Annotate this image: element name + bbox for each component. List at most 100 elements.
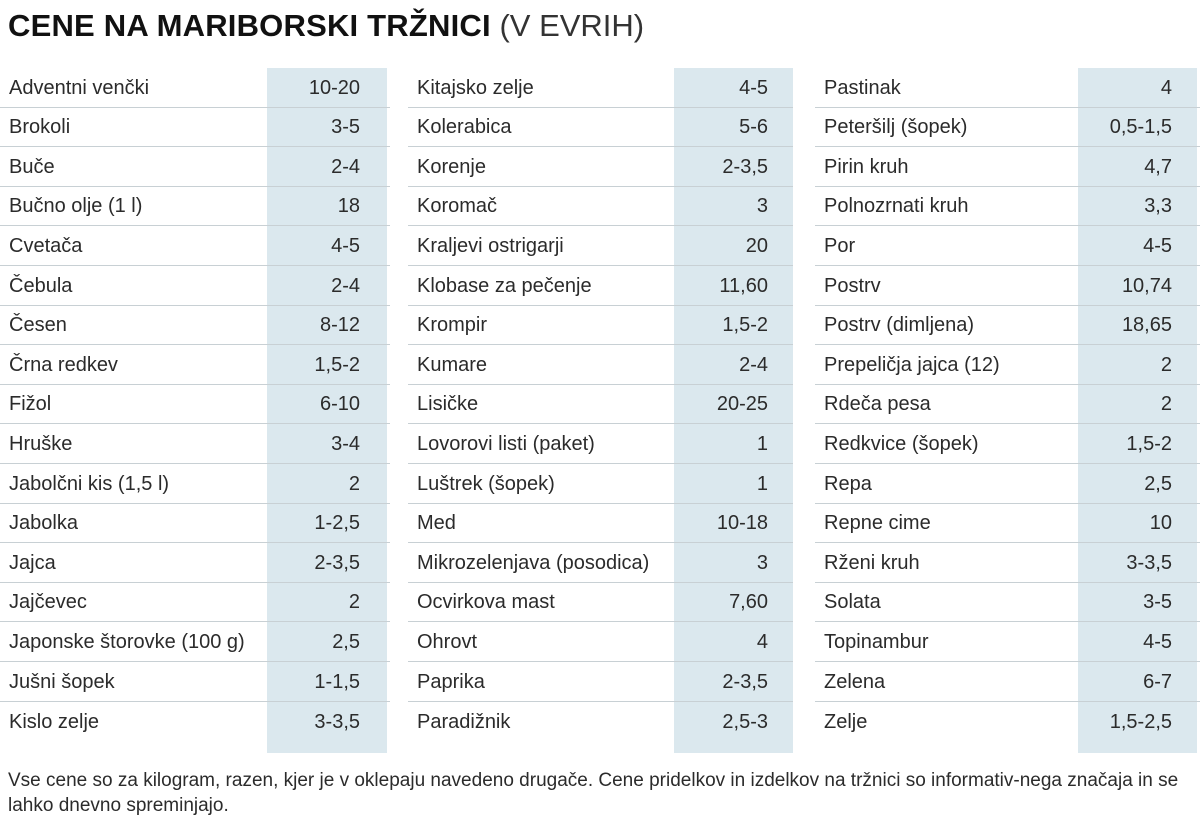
table-row: Ohrovt 4 [408, 622, 793, 662]
item-price: 4-5 [739, 76, 768, 99]
item-price: 2 [1160, 393, 1172, 416]
item-price: 1-2,5 [314, 512, 360, 535]
table-row: Repa 2,5 [815, 464, 1200, 504]
item-name: Jušni šopek [9, 670, 115, 693]
item-price: 10-20 [308, 76, 360, 99]
table-row: Jajca 2-3,5 [0, 543, 390, 583]
item-name: Mikrozelenjava (posodica) [417, 551, 650, 574]
item-name: Repne cime [824, 512, 931, 535]
table-row: Kraljevi ostrigarji 20 [408, 226, 793, 266]
item-name: Kitajsko zelje [417, 76, 534, 99]
item-name: Japonske štorovke (100 g) [9, 630, 245, 653]
item-name: Postrv (dimljena) [824, 314, 975, 337]
item-name: Hruške [9, 432, 73, 455]
table-row: Adventni venčki 10-20 [0, 68, 390, 108]
table-row: Buče 2-4 [0, 147, 390, 187]
item-name: Fižol [9, 393, 52, 416]
item-price: 3-5 [331, 116, 360, 139]
item-name: Krompir [417, 314, 488, 337]
item-name: Korenje [417, 155, 486, 178]
item-name: Kumare [417, 353, 488, 376]
item-name: Klobase za pečenje [417, 274, 592, 297]
table-row: Zelje 1,5-2,5 [815, 702, 1200, 742]
item-name: Zelje [824, 711, 868, 734]
item-price: 2 [1160, 353, 1172, 376]
item-price: 3 [756, 551, 768, 574]
table-row: Redkvice (šopek) 1,5-2 [815, 424, 1200, 464]
item-name: Postrv [824, 274, 881, 297]
item-name: Ohrovt [417, 630, 478, 653]
item-name: Adventni venčki [9, 76, 150, 99]
item-name: Paprika [417, 670, 485, 693]
table-row: Čebula 2-4 [0, 266, 390, 306]
table-row: Paprika 2-3,5 [408, 662, 793, 702]
item-price: 1,5-2 [1126, 432, 1172, 455]
price-column-1: Adventni venčki 10-20 Brokoli 3-5 Buče 2-4 Buč… [0, 68, 390, 753]
item-name: Kislo zelje [9, 711, 100, 734]
item-price: 3-4 [331, 432, 360, 455]
table-row: Pirin kruh 4,7 [815, 147, 1200, 187]
table-row: Jabolka 1-2,5 [0, 504, 390, 544]
item-name: Lisičke [417, 393, 479, 416]
table-row: Brokoli 3-5 [0, 108, 390, 148]
item-price: 4,7 [1144, 155, 1172, 178]
price-column-shade [267, 68, 387, 753]
item-name: Česen [9, 314, 67, 337]
item-name: Peteršilj (šopek) [824, 116, 968, 139]
item-price: 7,60 [729, 591, 768, 614]
item-name: Bučno olje (1 l) [9, 195, 143, 218]
item-price: 1,5-2,5 [1109, 711, 1172, 734]
item-price: 2-4 [331, 274, 360, 297]
item-price: 20 [745, 234, 768, 257]
table-row: Koromač 3 [408, 187, 793, 227]
table-row: Korenje 2-3,5 [408, 147, 793, 187]
item-name: Jabolka [9, 512, 78, 535]
item-name: Luštrek (šopek) [417, 472, 555, 495]
table-row: Paradižnik 2,5-3 [408, 702, 793, 742]
item-price: 10,74 [1121, 274, 1172, 297]
item-price: 2,5 [332, 630, 360, 653]
item-price: 3-3,5 [314, 711, 360, 734]
item-name: Jajca [9, 551, 56, 574]
item-price: 3-3,5 [1126, 551, 1172, 574]
item-name: Buče [9, 155, 55, 178]
title-unit: (V EVRIH) [499, 8, 645, 43]
item-price: 11,60 [719, 274, 768, 297]
price-column-shade [1078, 68, 1197, 753]
table-row: Kumare 2-4 [408, 345, 793, 385]
item-price: 2-3,5 [314, 551, 360, 574]
title-main: CENE NA MARIBORSKI TRŽNICI [8, 8, 491, 43]
table-row: Zelena 6-7 [815, 662, 1200, 702]
item-name: Solata [824, 591, 881, 614]
table-row: Česen 8-12 [0, 306, 390, 346]
table-row: Luštrek (šopek) 1 [408, 464, 793, 504]
table-row: Jajčevec 2 [0, 583, 390, 623]
item-name: Črna redkev [9, 353, 118, 376]
table-row: Topinambur 4-5 [815, 622, 1200, 662]
table-row: Solata 3-5 [815, 583, 1200, 623]
table-row: Rdeča pesa 2 [815, 385, 1200, 425]
price-column-3: Pastinak 4 Peteršilj (šopek) 0,5-1,5 Pirin k… [815, 68, 1200, 753]
page-title: CENE NA MARIBORSKI TRŽNICI (V EVRIH) [8, 6, 644, 46]
item-name: Koromač [417, 195, 498, 218]
table-row: Postrv 10,74 [815, 266, 1200, 306]
item-name: Prepeličja jajca (12) [824, 353, 1000, 376]
table-row: Pastinak 4 [815, 68, 1200, 108]
table-row: Kolerabica 5-6 [408, 108, 793, 148]
item-name: Cvetača [9, 234, 83, 257]
table-row: Rženi kruh 3-3,5 [815, 543, 1200, 583]
item-price: 0,5-1,5 [1109, 116, 1172, 139]
item-price: 18 [337, 195, 360, 218]
item-name: Paradižnik [417, 711, 511, 734]
item-name: Med [417, 512, 456, 535]
table-row: Črna redkev 1,5-2 [0, 345, 390, 385]
item-price: 2-4 [331, 155, 360, 178]
item-price: 10 [1149, 512, 1172, 535]
item-price: 2-3,5 [722, 155, 768, 178]
item-name: Rdeča pesa [824, 393, 931, 416]
table-row: Japonske štorovke (100 g) 2,5 [0, 622, 390, 662]
item-price: 2-3,5 [722, 670, 768, 693]
item-price: 2-4 [739, 353, 768, 376]
table-row: Ocvirkova mast 7,60 [408, 583, 793, 623]
item-name: Por [824, 234, 856, 257]
